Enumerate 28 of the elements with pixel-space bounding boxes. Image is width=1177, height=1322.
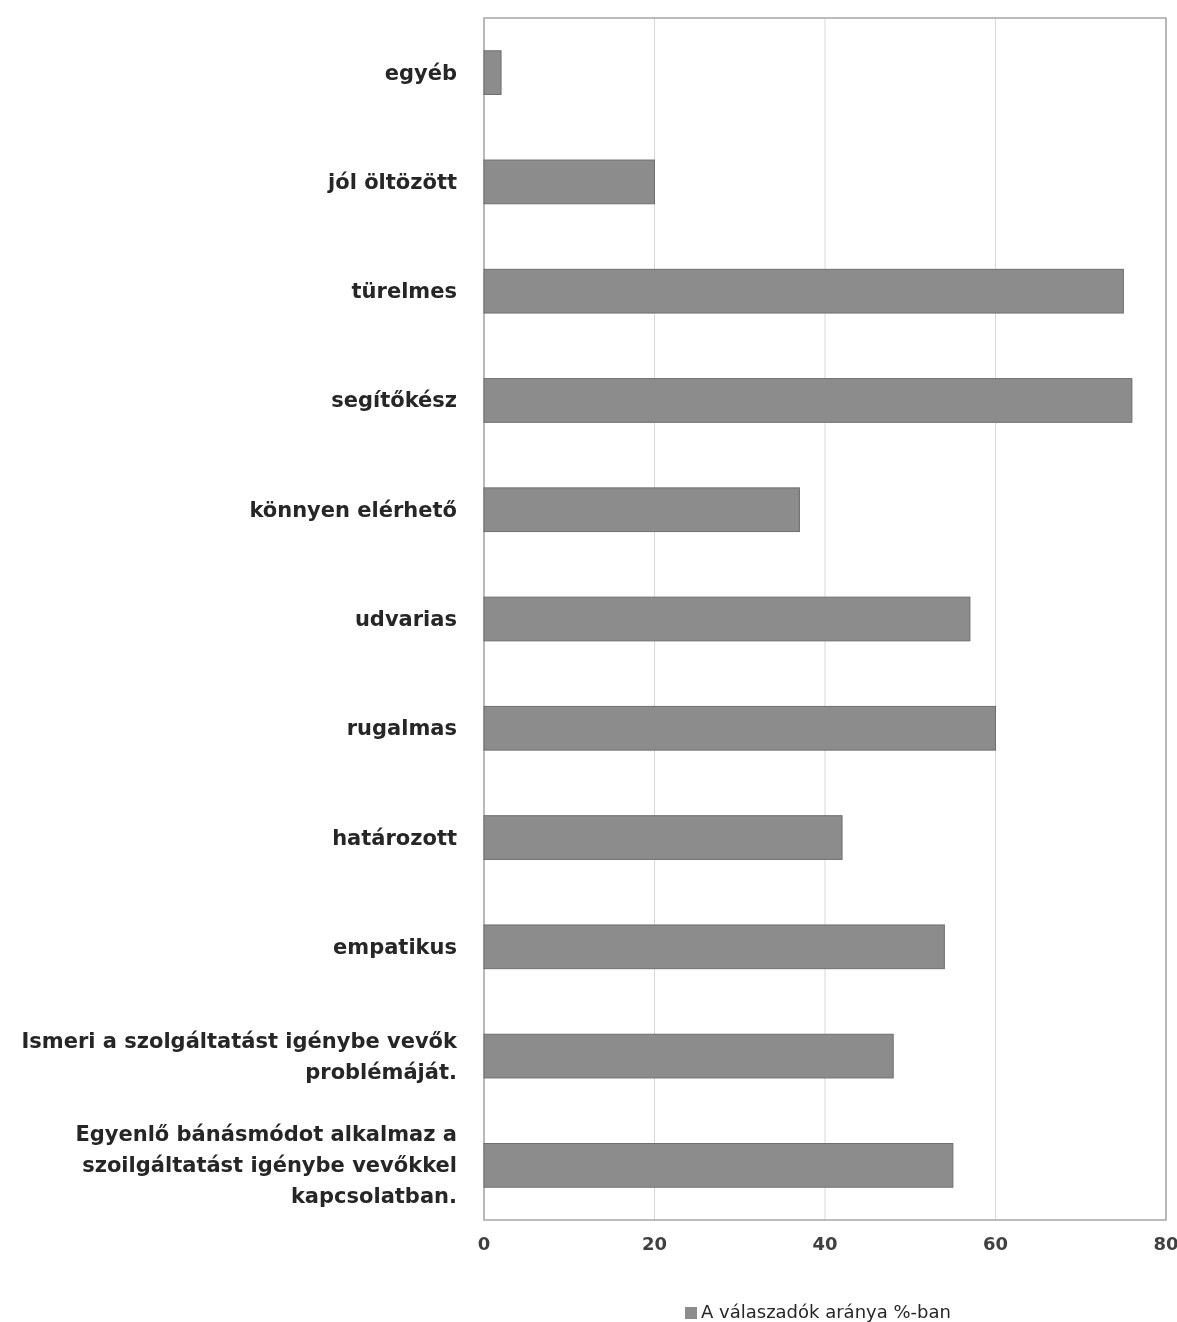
bar bbox=[483, 268, 1124, 314]
x-tick-label: 20 bbox=[641, 1233, 668, 1254]
bar bbox=[483, 1143, 954, 1188]
legend-label: A válaszadók aránya %-ban bbox=[701, 1301, 951, 1322]
y-tick-label: határozott bbox=[332, 825, 457, 850]
y-tick-label: udvarias bbox=[354, 607, 457, 631]
y-tick-label: empatikus bbox=[333, 934, 457, 959]
x-tick-label: 0 bbox=[477, 1233, 491, 1254]
y-tick-label: Egyenlő bánásmódot alkalmaz a szoilgáltatást igénybe vevőkkel kapcsolatban. bbox=[75, 1122, 457, 1209]
x-tick-label: 80 bbox=[1153, 1233, 1177, 1254]
bar bbox=[483, 815, 843, 860]
y-tick-label: jól öltözött bbox=[327, 169, 457, 194]
bar bbox=[483, 159, 655, 205]
bar bbox=[483, 1033, 894, 1079]
x-tick-label: 60 bbox=[982, 1233, 1009, 1254]
bar bbox=[483, 924, 945, 970]
bar bbox=[483, 487, 800, 533]
bar bbox=[483, 596, 971, 642]
bar bbox=[483, 705, 996, 751]
y-tick-label: Ismeri a szolgáltatást igénybe vevők problémáját. bbox=[21, 1028, 459, 1084]
y-tick-label: rugalmas bbox=[346, 716, 457, 741]
x-tick-label: 40 bbox=[812, 1233, 838, 1254]
y-tick-label: egyéb bbox=[384, 60, 457, 85]
y-tick-label: segítőkész bbox=[331, 388, 457, 413]
y-tick-label: türelmes bbox=[351, 279, 457, 304]
y-tick-label: könnyen elérhető bbox=[249, 497, 457, 522]
bar bbox=[483, 378, 1133, 423]
bar bbox=[483, 50, 502, 95]
